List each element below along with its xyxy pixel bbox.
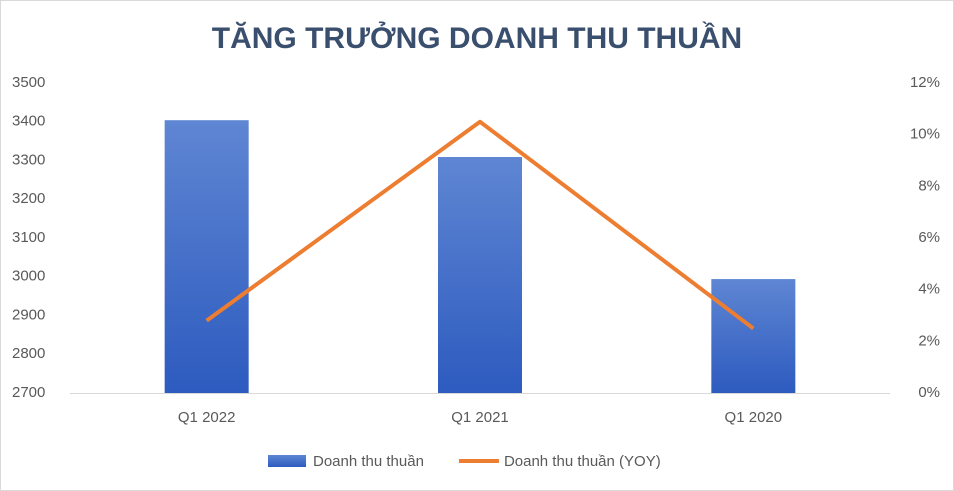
line [205,119,755,331]
y-tick-label: 3300 [12,151,45,168]
y-tick-label: 3000 [12,268,45,285]
y-tick-label: 3400 [12,113,45,130]
y2-tick-label: 10% [910,126,940,143]
chart-title: TĂNG TRƯỞNG DOANH THU THUẦN [212,21,742,55]
x-tick-label: Q1 2020 [725,409,783,426]
y2-tick-label: 2% [918,332,940,349]
y-tick-label: 2900 [12,306,45,323]
y-tick-label: 3100 [12,229,45,246]
y-tick-label: 3500 [12,74,45,91]
x-tick-label: Q1 2021 [451,409,509,426]
x-tick-label: Q1 2022 [178,409,236,426]
bar [164,120,249,393]
bar [438,157,522,393]
y2-tick-label: 0% [918,384,940,401]
legend-swatch [268,455,306,467]
y2-tick-label: 12% [910,74,940,91]
legend-label: Doanh thu thuần (YOY) [504,453,661,470]
bar [711,279,796,393]
y-tick-label: 2800 [12,345,45,362]
y-tick-label: 3200 [12,190,45,207]
y2-tick-label: 8% [918,177,940,194]
y2-tick-label: 4% [918,281,940,298]
y2-tick-label: 6% [918,229,940,246]
legend-label: Doanh thu thuần [313,453,424,470]
y-tick-label: 2700 [12,384,45,401]
